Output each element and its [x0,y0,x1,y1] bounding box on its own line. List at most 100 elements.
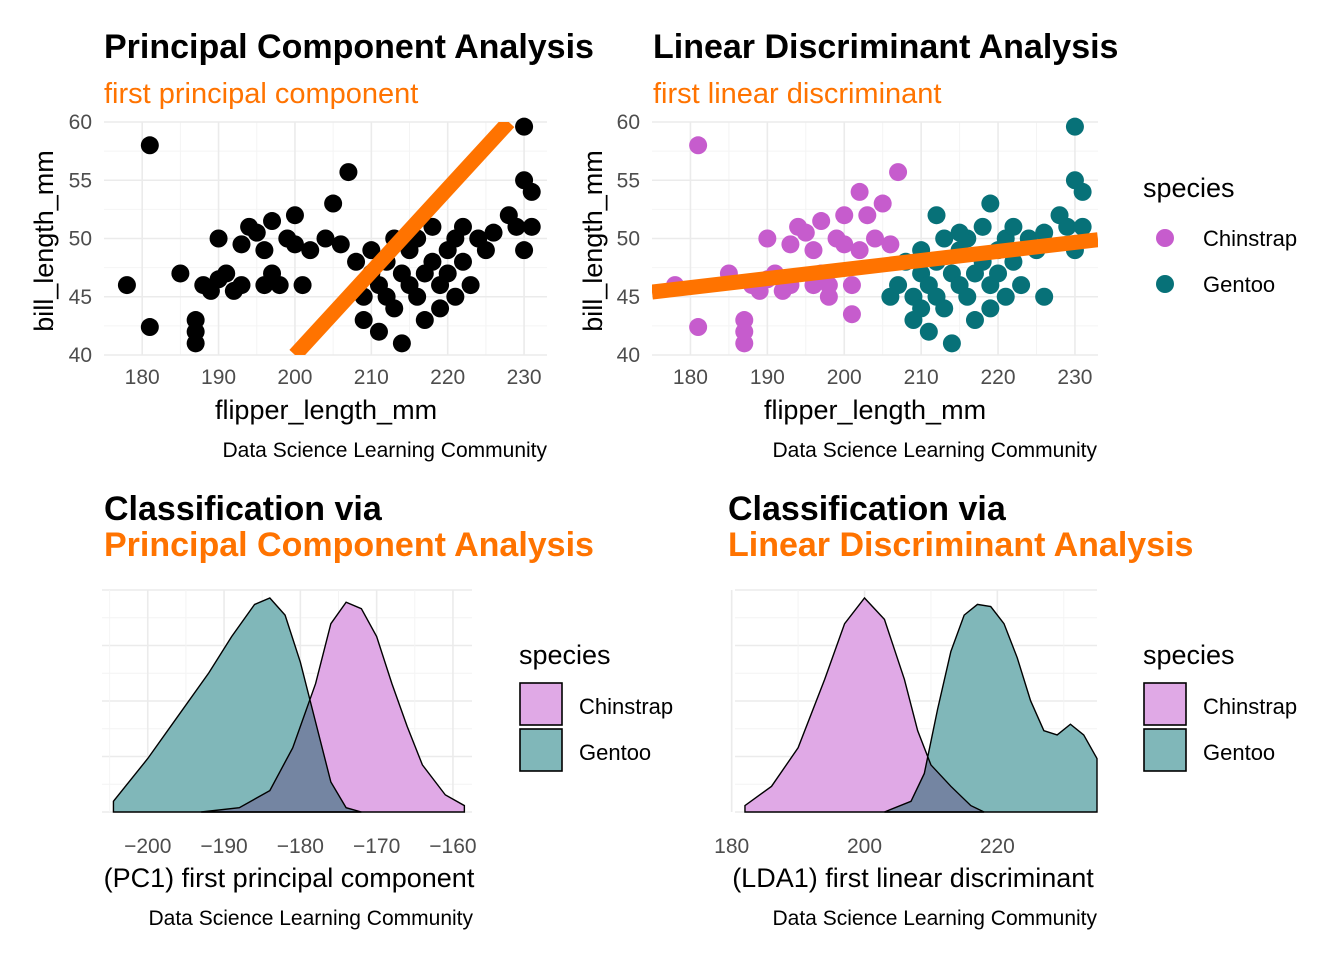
pca-scatter-y-axis-title: bill_length_mm [29,150,59,332]
pca-scatter-ticks: 180 190 200 210 220 230 40 45 50 55 60 [69,111,542,389]
pca-density-panel: Classification via Principal Component A… [102,490,673,930]
legend-swatch-gentoo-fill [1143,728,1187,772]
lda-scatter-title: Linear Discriminant Analysis [653,28,1118,66]
data-point-chinstrap [819,287,838,306]
data-point-gentoo [942,334,961,353]
data-point-chinstrap [842,305,861,324]
data-point-black [385,299,404,318]
x-tick-label: 210 [354,366,389,389]
data-point-gentoo [981,299,1000,318]
lda-scatter-caption: Data Science Learning Community [773,439,1098,462]
data-point-black [392,334,411,353]
data-point-black [263,212,282,231]
density-outline-gentoo [112,597,362,813]
data-point-gentoo [1035,287,1054,306]
legend-label-gentoo: Gentoo [1203,740,1275,765]
lda-scatter-marks [652,117,1098,353]
data-point-gentoo [1065,117,1084,136]
x-tick-label: 220 [430,366,465,389]
legend-label-gentoo: Gentoo [1203,272,1275,297]
density-area-chinstrap [744,598,985,812]
data-point-black [293,276,312,295]
y-tick-label: 55 [69,169,92,192]
x-tick-label: 200 [847,835,882,858]
data-point-gentoo [965,311,984,330]
density-outline-gentoo [884,603,1098,813]
density-outline-chinstrap [744,596,985,813]
data-point-chinstrap [881,235,900,254]
data-point-black [362,241,381,260]
pca-density-x-axis-title: (PC1) first principal component [104,863,475,893]
pca-scatter-panel: Principal Component Analysis first princ… [29,28,594,462]
data-point-black [232,235,251,254]
data-point-black [461,276,480,295]
data-point-gentoo [973,217,992,236]
x-tick-label: 210 [904,366,939,389]
data-point-black [369,322,388,341]
data-point-black [209,229,228,248]
legend-label-chinstrap: Chinstrap [1203,226,1297,251]
data-point-chinstrap [873,194,892,213]
data-point-chinstrap [835,206,854,225]
data-point-gentoo [1058,217,1077,236]
data-point-gentoo [1073,182,1092,201]
pca-density-caption: Data Science Learning Community [149,907,474,930]
data-point-black [186,311,205,330]
data-point-chinstrap [689,318,708,337]
x-tick-label: 220 [980,835,1015,858]
density-outline-chinstrap [201,601,466,813]
data-point-black [438,264,457,283]
x-tick-label: 180 [125,366,160,389]
lda-scatter-legend-title: species [1143,173,1235,203]
data-point-black [270,276,289,295]
x-tick-label: 230 [507,366,542,389]
x-tick-label: 180 [673,366,708,389]
pca-density-legend: species Chinstrap Gentoo [519,640,673,772]
x-tick-label: −200 [124,835,171,858]
pca-scatter-x-axis-title: flipper_length_mm [215,395,437,425]
data-point-black [515,117,534,136]
lda-density-legend-title: species [1143,640,1235,670]
x-tick-label: 190 [201,366,236,389]
lda-density-caption: Data Science Learning Community [773,907,1098,930]
data-point-gentoo [1073,217,1092,236]
data-point-black [446,287,465,306]
legend-swatch-chinstrap-fill [1143,682,1187,726]
y-tick-label: 45 [617,286,640,309]
data-point-gentoo [889,276,908,295]
pca-scatter-subtitle: first principal component [104,78,418,110]
data-point-chinstrap [889,163,908,182]
data-point-black [331,235,350,254]
y-tick-label: 40 [69,344,92,367]
lda-scatter-panel: Linear Discriminant Analysis first linea… [578,28,1297,462]
pca-density-marks [112,597,466,813]
data-point-chinstrap [850,182,869,201]
lda-density-title-line1: Classification via [728,490,1007,528]
data-point-chinstrap [689,136,708,155]
data-point-black [415,311,434,330]
data-point-chinstrap [850,241,869,260]
legend-swatch-chinstrap-fill [519,682,563,726]
density-area-chinstrap [201,602,465,812]
data-point-black [522,182,541,201]
data-point-gentoo [935,229,954,248]
data-point-black [354,311,373,330]
data-point-black [301,241,320,260]
data-point-gentoo [1004,217,1023,236]
data-point-gentoo [996,287,1015,306]
data-point-black [339,163,358,182]
data-point-black [255,241,274,260]
data-point-chinstrap [812,212,831,231]
data-point-black [515,241,534,260]
data-point-chinstrap [866,229,884,248]
x-tick-label: −180 [277,835,324,858]
y-tick-label: 50 [69,228,92,251]
data-point-chinstrap [842,276,861,295]
data-point-chinstrap [735,311,754,330]
data-point-black [186,334,205,353]
x-tick-label: 230 [1057,366,1092,389]
x-tick-label: 220 [981,366,1016,389]
data-point-gentoo [958,287,977,306]
data-point-gentoo [935,299,954,318]
